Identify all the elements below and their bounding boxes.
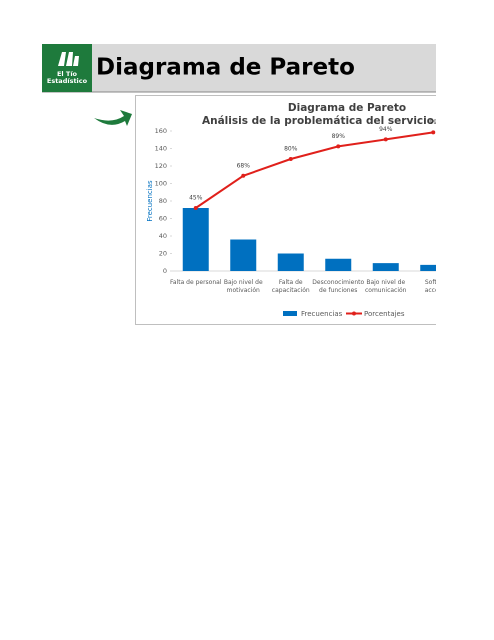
x-tick-label: Bajo nivel de comunicación [365, 279, 407, 294]
data-label: 89% [332, 133, 346, 140]
page-title: Diagrama de Pareto [96, 55, 355, 81]
line-point [336, 144, 341, 149]
line-point [288, 157, 293, 161]
logo-text: Estadístico [47, 77, 88, 85]
bar [420, 264, 436, 271]
x-tick-label: Falta de capacitación [272, 279, 310, 294]
y-tick-label: 100 [155, 180, 167, 188]
logo-icon [58, 52, 79, 66]
logo [42, 44, 92, 92]
line [195, 131, 434, 209]
bar [277, 253, 304, 271]
data-label: 94% [379, 126, 393, 133]
data-label: 45% [189, 195, 203, 202]
y-axis-label: Frecuencias [146, 180, 154, 222]
bar [325, 258, 352, 271]
data-label: 68% [237, 162, 251, 169]
y-tick-label: 80 [159, 197, 167, 205]
x-tick-label: Bajo nivel de motivación [224, 279, 263, 294]
y-tick-label: 160 [155, 127, 167, 135]
x-tick-label: Desconocimiento de funciones [312, 279, 364, 294]
chart-title: Diagrama de Pareto [288, 102, 406, 114]
legend-label: Porcentajes [364, 310, 405, 318]
bar [230, 239, 257, 271]
legend-swatch [352, 311, 356, 316]
line-point [383, 137, 388, 142]
y-tick-label: 40 [159, 232, 167, 240]
y-tick-label: 140 [155, 145, 167, 153]
chart-subtitle: Análisis de la problemática del servicio… [202, 115, 474, 127]
legend-swatch [283, 311, 297, 316]
y-tick-label: 120 [155, 162, 167, 170]
logo-text: El Tío [57, 70, 78, 78]
y-tick-label: 20 [159, 250, 167, 258]
arrow [94, 110, 132, 126]
y-tick-label: 60 [159, 215, 167, 223]
line-point [431, 130, 436, 135]
data-label: 99 [429, 119, 437, 126]
legend-label: Frecuencias [301, 310, 343, 318]
data-label: 80% [284, 146, 298, 153]
chart: Diagrama de Pareto Análisis de la proble… [135, 95, 474, 325]
x-tick-label: Falta de personal [170, 279, 222, 286]
x-tick-label: Softw acces [425, 279, 442, 294]
bar [372, 263, 399, 271]
header-band [42, 44, 436, 92]
y-tick-label: 0 [163, 267, 167, 275]
line-point [193, 206, 198, 210]
line-point [241, 173, 246, 178]
bar [182, 208, 209, 271]
